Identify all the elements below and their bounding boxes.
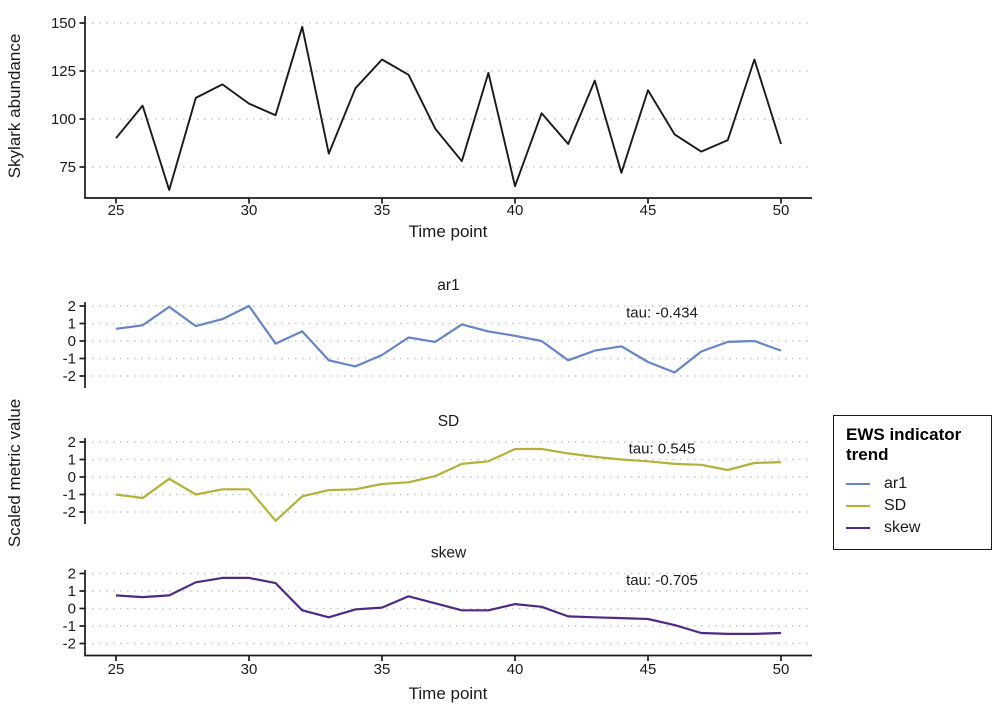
legend-key-line-skew — [846, 526, 870, 530]
y-tick-label: 2 — [68, 298, 76, 315]
y-tick-label: -2 — [63, 636, 76, 653]
panel-title-skew: skew — [431, 545, 467, 562]
y-tick-label: -2 — [63, 504, 76, 521]
series-line-skew — [115, 576, 782, 636]
x-tick-label: 45 — [640, 661, 657, 678]
x-tick-label: 25 — [108, 202, 125, 219]
y-tick-label: -1 — [63, 351, 76, 368]
y-tick-label: 0 — [68, 601, 76, 618]
y-tick-label: 125 — [51, 63, 76, 80]
legend-items: ar1 SD skew — [846, 475, 983, 537]
legend-item-label-ar1: ar1 — [884, 475, 908, 492]
y-tick-label: 1 — [68, 316, 76, 333]
y-tick-label: 2 — [68, 566, 76, 583]
x-tick-label: 50 — [773, 202, 790, 219]
legend-key-line-ar1 — [846, 482, 870, 486]
y-tick-label: -1 — [63, 618, 76, 635]
legend-key-line-sd — [846, 504, 870, 508]
y-tick-label: 2 — [68, 434, 76, 451]
x-tick-label: 25 — [108, 661, 125, 678]
y-tick-label: 0 — [68, 333, 76, 350]
legend-item-label-skew: skew — [884, 519, 921, 536]
y-tick-label: 150 — [51, 15, 76, 32]
y-tick-label: 75 — [59, 159, 76, 176]
y-tick-label: -2 — [63, 368, 76, 385]
y-axis-title-abundance: Skylark abundance — [5, 34, 24, 179]
y-tick-label: 1 — [68, 583, 76, 600]
x-tick-label: 30 — [241, 202, 258, 219]
y-tick-label: 100 — [51, 111, 76, 128]
y-tick-label: 0 — [68, 469, 76, 486]
x-tick-label: 40 — [507, 661, 524, 678]
y-axis-title-scaled-metric: Scaled metric value — [5, 399, 24, 547]
x-tick-label: 40 — [507, 202, 524, 219]
series-line-SD — [115, 447, 782, 522]
x-tick-label: 35 — [374, 661, 391, 678]
tau-annotation-SD: tau: 0.545 — [629, 441, 696, 458]
legend-item-label-sd: SD — [884, 497, 907, 514]
legend-item-sd: SD — [846, 497, 983, 515]
y-tick-label: -1 — [63, 487, 76, 504]
x-tick-label: 30 — [241, 661, 258, 678]
legend: EWS indicator trend ar1 SD skew — [833, 415, 992, 550]
x-tick-label: 50 — [773, 661, 790, 678]
panel-title-ar1: ar1 — [437, 277, 459, 294]
legend-item-skew: skew — [846, 519, 983, 537]
tau-annotation-skew: tau: -0.705 — [626, 572, 698, 589]
y-tick-label: 1 — [68, 452, 76, 469]
x-axis-title-bottom: Time point — [409, 684, 488, 703]
series-line-ar1 — [115, 304, 782, 374]
x-tick-label: 45 — [640, 202, 657, 219]
legend-item-ar1: ar1 — [846, 475, 983, 493]
legend-title: EWS indicator trend — [846, 425, 962, 464]
panel-title-SD: SD — [438, 413, 460, 430]
series-line-skylark-abundance — [115, 25, 782, 191]
x-tick-label: 35 — [374, 202, 391, 219]
x-axis-title-top: Time point — [409, 222, 488, 241]
tau-annotation-ar1: tau: -0.434 — [626, 305, 698, 322]
